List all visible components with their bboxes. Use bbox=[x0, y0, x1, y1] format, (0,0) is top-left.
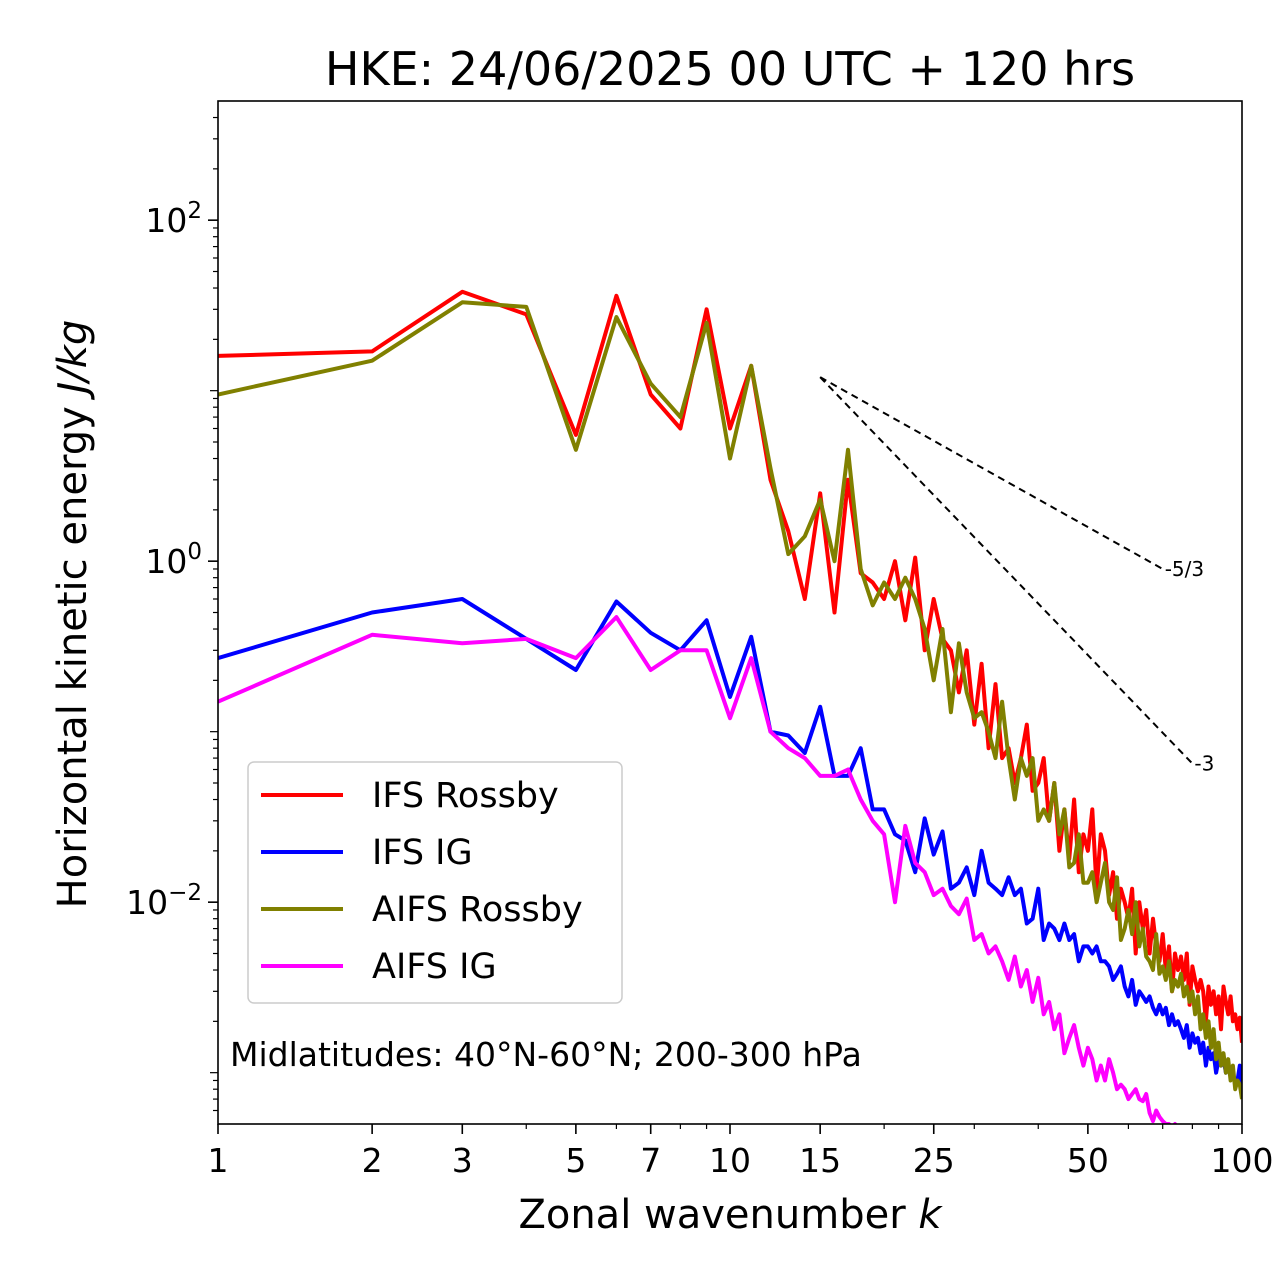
reference-label-2: -3 bbox=[1194, 752, 1214, 776]
y-tick-label: 100 bbox=[145, 539, 202, 581]
x-tick-label: 7 bbox=[640, 1141, 661, 1180]
legend-entries: IFS Rossby IFS IG AIFS Rossby AIFS IG bbox=[261, 776, 583, 987]
x-tick-label: 100 bbox=[1211, 1141, 1274, 1180]
axis-ticks: 1 2 3 5 7 10 15 25 50 100 102 100 10−2 bbox=[126, 116, 1274, 1180]
legend-item-ifs-rossby: IFS Rossby bbox=[261, 776, 559, 816]
series-group bbox=[218, 289, 1242, 1124]
legend-item-aifs-ig: AIFS IG bbox=[261, 947, 497, 987]
series-line-aifs-rossby bbox=[218, 300, 1242, 1100]
y-tick-label: 10−2 bbox=[126, 880, 202, 922]
x-tick-label: 50 bbox=[1067, 1141, 1109, 1180]
chart-title: HKE: 24/06/2025 00 UTC + 120 hrs bbox=[325, 42, 1135, 96]
x-tick-label: 10 bbox=[709, 1141, 751, 1180]
x-tick-label: 3 bbox=[452, 1141, 473, 1180]
legend-item-aifs-rossby: AIFS Rossby bbox=[261, 890, 583, 930]
y-axis-label: Horizontal kinetic energy J/kg bbox=[50, 320, 96, 909]
legend-frame bbox=[247, 761, 623, 1004]
region-annotation: Midlatitudes: 40°N-60°N; 200-300 hPa bbox=[230, 1035, 862, 1074]
legend-label: AIFS Rossby bbox=[372, 890, 583, 930]
y-tick-label: 102 bbox=[145, 198, 202, 240]
x-tick-label: 25 bbox=[913, 1141, 955, 1180]
reference-line-1 bbox=[819, 376, 1164, 570]
series-line-aifs-ig bbox=[218, 615, 1183, 1124]
legend: IFS Rossby IFS IG AIFS Rossby AIFS IG bbox=[247, 761, 623, 1004]
plot-frame bbox=[217, 100, 1243, 1125]
legend-label: AIFS IG bbox=[372, 947, 497, 987]
legend-item-ifs-ig: IFS IG bbox=[261, 833, 473, 873]
legend-label: IFS IG bbox=[372, 833, 473, 873]
x-axis-label: Zonal wavenumber k bbox=[518, 1192, 943, 1238]
x-tick-label: 1 bbox=[208, 1141, 229, 1180]
reference-line-2 bbox=[819, 376, 1194, 765]
x-tick-label: 5 bbox=[565, 1141, 586, 1180]
series-line-ifs-ig bbox=[218, 597, 1242, 1090]
legend-label: IFS Rossby bbox=[372, 776, 559, 816]
reference-label-1: -5/3 bbox=[1165, 557, 1204, 581]
x-tick-label: 2 bbox=[362, 1141, 383, 1180]
x-tick-label: 15 bbox=[799, 1141, 841, 1180]
reference-slopes: -5/3 -3 bbox=[819, 376, 1214, 776]
